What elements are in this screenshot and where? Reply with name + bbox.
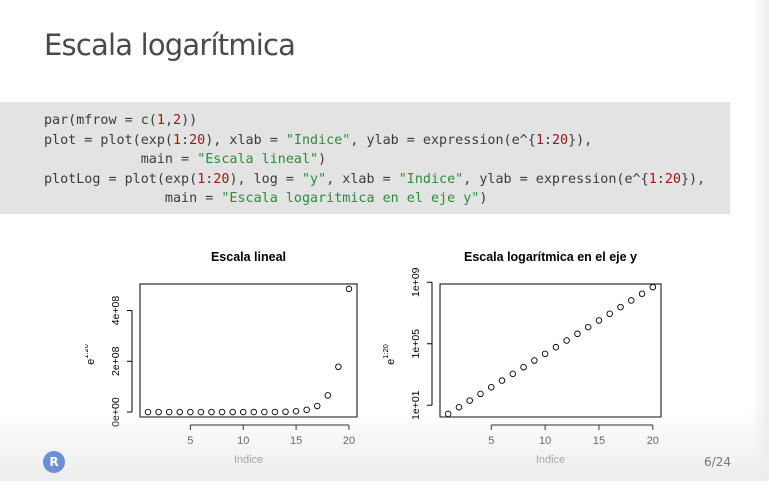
code-token: }),: [680, 171, 706, 187]
y-tick-label: 1e+05: [410, 329, 422, 359]
code-token: plotLog = plot(exp(: [44, 171, 198, 187]
data-point: [466, 397, 473, 404]
data-point: [313, 402, 321, 410]
data-point: [541, 350, 549, 358]
code-number: 1: [173, 132, 182, 148]
code-number: 1: [535, 132, 544, 148]
code-token: ,: [164, 113, 173, 128]
plot-box: [139, 283, 358, 418]
code-token: }),: [568, 132, 593, 148]
data-point: [335, 363, 342, 371]
y-axis-label: e1:20: [381, 344, 397, 365]
y-axis-label-exponent: 1:20: [85, 344, 90, 359]
code-string: "Escala lineal": [197, 152, 319, 168]
code-number: 20: [213, 171, 230, 187]
data-point: [498, 377, 506, 384]
code-text: par(mfrow = c(1,2)) plot = plot(exp(1:20…: [44, 111, 705, 209]
code-line: plot = plot(exp(1:20), xlab = "Indice", …: [44, 133, 592, 148]
code-line: plotLog = plot(exp(1:20), log = "y", xla…: [44, 172, 705, 187]
data-point: [617, 303, 624, 311]
page-number: 6/24: [704, 455, 731, 469]
data-point: [574, 330, 581, 338]
code-token: )): [181, 113, 198, 128]
data-point: [455, 404, 463, 411]
y-axis-label-exponent: 1:20: [381, 344, 390, 359]
plot-box: [439, 283, 662, 418]
data-point: [488, 383, 495, 391]
data-point: [595, 317, 603, 324]
slide-edge-shadow: [751, 0, 769, 481]
code-token: :: [181, 132, 190, 148]
data-point: [509, 370, 517, 378]
code-number: 1: [156, 113, 165, 128]
slide-title: Escala logarítmica: [44, 28, 296, 62]
y-tick-label: 1e+09: [410, 267, 422, 297]
code-number: 1: [648, 171, 657, 187]
code-token: main =: [44, 191, 222, 207]
data-point: [345, 285, 353, 293]
code-token: ): [318, 152, 327, 168]
data-point: [552, 343, 560, 351]
y-axis-label-base: e: [385, 359, 397, 365]
code-token: ), log =: [229, 171, 302, 187]
data-point: [628, 297, 635, 304]
code-token: par(mfrow = c(: [44, 113, 157, 128]
code-number: 2: [173, 113, 182, 128]
code-number: 1: [197, 171, 206, 187]
code-block: par(mfrow = c(1,2)) plot = plot(exp(1:20…: [0, 102, 730, 214]
code-token: :: [543, 132, 552, 148]
code-token: :: [205, 171, 214, 187]
code-token: , ylab = expression(e^{: [350, 132, 536, 148]
data-point: [563, 337, 570, 344]
code-number: 20: [551, 132, 569, 148]
y-axis-label: e1:20: [85, 344, 97, 365]
code-line: main = "Escala lineal"): [44, 152, 326, 167]
code-token: plot = plot(exp(: [44, 132, 173, 148]
code-token: , xlab =: [326, 171, 399, 187]
code-string: "Indice": [285, 132, 351, 148]
code-token: main =: [44, 152, 198, 168]
data-point: [606, 310, 613, 318]
code-string: "y": [302, 171, 327, 187]
code-line: par(mfrow = c(1,2)): [44, 113, 197, 128]
data-point: [638, 290, 646, 298]
chart-title: Escala logarítmica en el eje y: [464, 250, 637, 264]
code-string: "Indice": [398, 171, 464, 187]
data-point: [649, 283, 657, 291]
code-number: 20: [189, 132, 206, 148]
y-tick-label: 4e+08: [110, 296, 122, 326]
code-token: ), xlab =: [205, 132, 286, 148]
y-tick-label: 2e+08: [110, 346, 122, 376]
data-point: [531, 357, 538, 364]
bottom-fade: [0, 411, 769, 481]
code-token: , ylab = expression(e^{: [463, 171, 649, 187]
data-point: [584, 323, 592, 331]
code-token: ): [479, 191, 488, 207]
chart-title: Escala lineal: [211, 250, 286, 264]
y-axis-label-base: e: [85, 359, 97, 365]
r-logo-icon: R: [43, 451, 65, 473]
code-number: 20: [664, 171, 681, 187]
data-point: [477, 390, 484, 398]
code-token: :: [656, 171, 665, 187]
data-point: [324, 392, 332, 399]
code-line: main = "Escala logaritmica en el eje y"): [44, 191, 488, 207]
code-string: "Escala logaritmica en el eje y": [221, 191, 480, 207]
data-point: [520, 363, 527, 371]
